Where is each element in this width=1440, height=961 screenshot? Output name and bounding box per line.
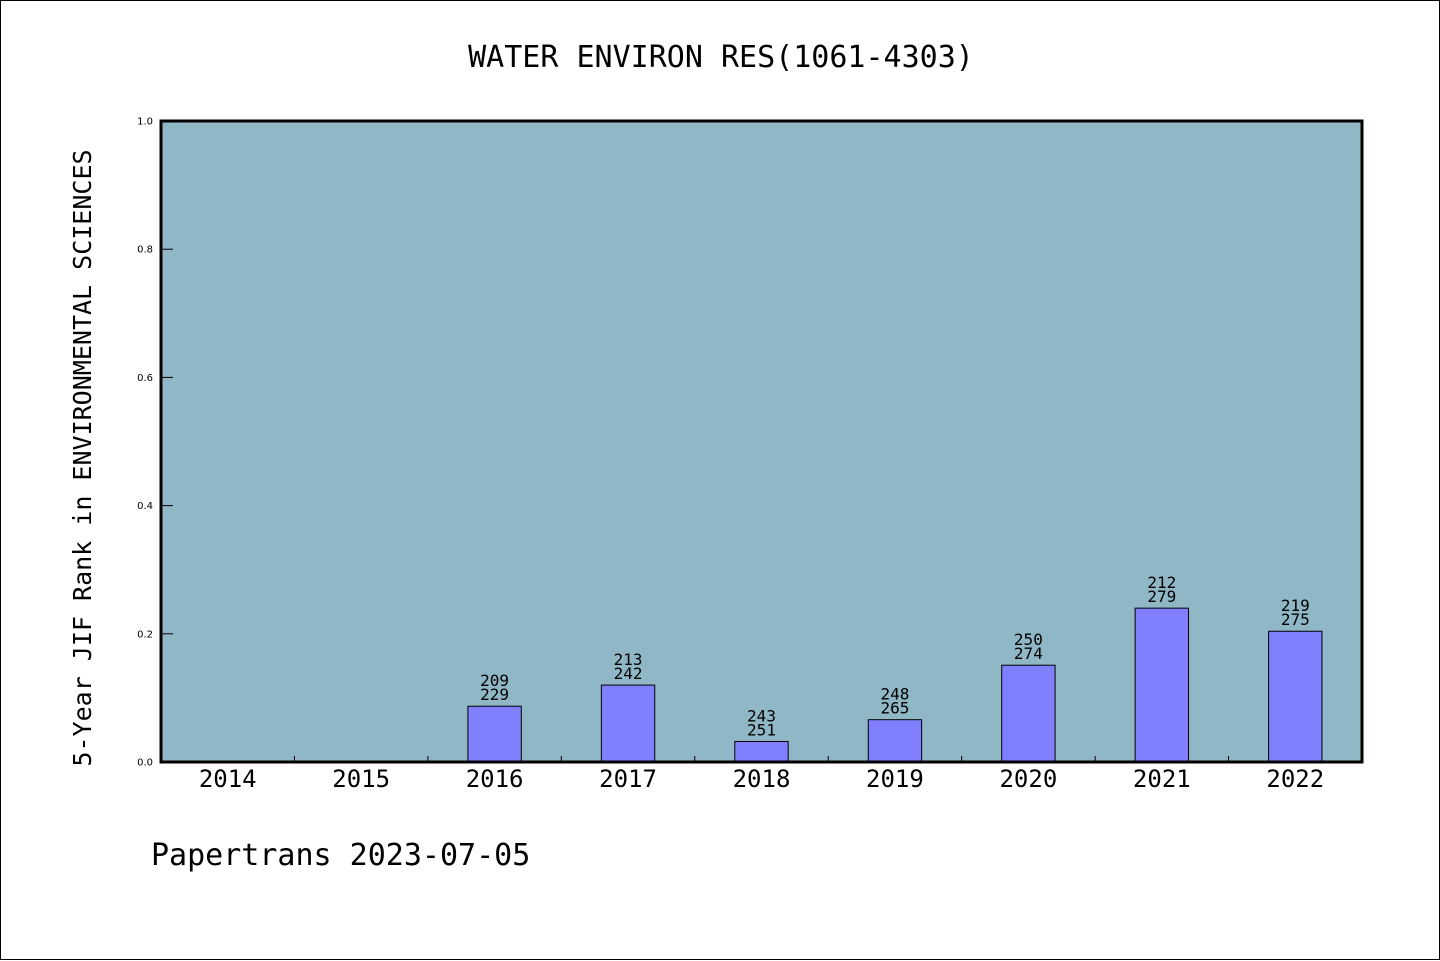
bar	[600, 684, 656, 763]
bar-label-total: 251	[747, 720, 776, 739]
bar	[467, 705, 522, 763]
bar-label-total: 229	[480, 685, 509, 704]
bar-label-total: 279	[1147, 587, 1176, 606]
y-tick-label: 0.8	[137, 245, 153, 256]
bar-label-rank: 213	[614, 650, 643, 669]
x-tick-label: 2020	[999, 765, 1057, 793]
bar-label-rank: 212	[1147, 573, 1176, 592]
x-axis: 2014 2015 2016 2017 2018 2019 2020 2021 2022	[199, 756, 1324, 793]
y-tick-label: 0.2	[137, 629, 153, 640]
x-tick-label: 2019	[866, 765, 924, 793]
bar-label-total: 275	[1281, 610, 1310, 629]
chart-title: WATER ENVIRON RES(1061-4303)	[468, 40, 974, 75]
x-tick-label: 2017	[599, 765, 657, 793]
bar-label-rank: 243	[747, 706, 776, 725]
bar	[1001, 664, 1056, 763]
bar-label-rank: 219	[1281, 596, 1310, 615]
y-tick-label: 0.6	[137, 373, 153, 384]
bar-label-total: 274	[1014, 644, 1043, 663]
bar-label-total: 265	[880, 699, 909, 718]
bar-label-rank: 209	[480, 671, 509, 690]
bar-label-total: 242	[614, 664, 643, 683]
bar	[734, 740, 789, 763]
x-tick-label: 2015	[332, 765, 390, 793]
bar-label-rank: 248	[880, 685, 909, 704]
y-tick-label: 0.0	[137, 758, 153, 769]
y-tick-label: 1.0	[137, 117, 153, 128]
bar	[1268, 630, 1323, 763]
y-axis-label: 5-Year JIF Rank in ENVIRONMENTAL SCIENCE…	[68, 149, 97, 766]
x-tick-label: 2016	[466, 765, 524, 793]
x-tick-label: 2022	[1266, 765, 1324, 793]
x-tick-label: 2018	[733, 765, 791, 793]
plot-border	[159, 119, 1364, 764]
y-tick-label: 0.4	[137, 501, 153, 512]
footer-credit: Papertrans 2023-07-05	[151, 838, 530, 873]
bar-label-rank: 250	[1014, 630, 1043, 649]
bar	[1134, 607, 1190, 763]
x-tick-label: 2021	[1133, 765, 1191, 793]
bar	[867, 719, 923, 763]
x-tick-label: 2014	[199, 765, 257, 793]
bars-layer	[467, 607, 1323, 763]
